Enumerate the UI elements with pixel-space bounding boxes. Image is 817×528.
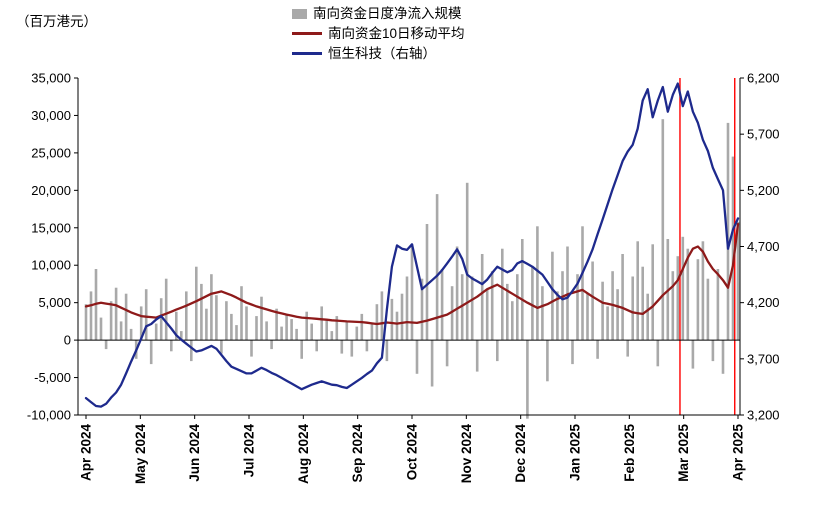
- svg-text:6,200: 6,200: [747, 71, 780, 86]
- svg-text:May 2024: May 2024: [133, 424, 148, 485]
- legend-line-swatch: [292, 32, 322, 35]
- svg-text:20,000: 20,000: [31, 183, 71, 198]
- svg-text:4,200: 4,200: [747, 295, 780, 310]
- svg-text:Jun 2024: Jun 2024: [187, 424, 202, 482]
- svg-text:5,000: 5,000: [38, 295, 71, 310]
- legend-item-daily-net-inflow: 南向资金日度净流入规模: [292, 5, 465, 22]
- svg-text:-5,000: -5,000: [34, 370, 71, 385]
- svg-text:Apr 2024: Apr 2024: [79, 424, 94, 482]
- svg-text:30,000: 30,000: [31, 108, 71, 123]
- svg-text:15,000: 15,000: [31, 220, 71, 235]
- right-axis-labels: 3,200 3,700 4,200 4,700 5,200 5,700 6,200: [740, 71, 780, 423]
- legend-label: 恒生科技（右轴）: [328, 46, 436, 61]
- svg-text:3,200: 3,200: [747, 408, 780, 423]
- svg-text:Mar 2025: Mar 2025: [676, 424, 691, 482]
- svg-text:Dec 2024: Dec 2024: [513, 424, 528, 483]
- x-axis-labels: Apr 2024 May 2024 Jun 2024 Jul 2024 Aug 2024…: [79, 415, 746, 484]
- ma-line-series: [84, 222, 740, 326]
- svg-text:35,000: 35,000: [31, 71, 71, 86]
- svg-text:25,000: 25,000: [31, 145, 71, 160]
- svg-text:5,700: 5,700: [747, 127, 780, 142]
- svg-text:Nov 2024: Nov 2024: [459, 424, 474, 484]
- chart-legend: 南向资金日度净流入规模 南向资金10日移动平均 恒生科技（右轴）: [292, 5, 465, 62]
- svg-text:Apr 2025: Apr 2025: [731, 424, 746, 482]
- y-axis-unit-label: （百万港元）: [16, 14, 97, 29]
- svg-text:4,700: 4,700: [747, 239, 780, 254]
- legend-line-swatch: [292, 52, 322, 55]
- legend-item-hstech-right-axis: 恒生科技（右轴）: [292, 45, 465, 62]
- svg-text:Jul 2024: Jul 2024: [242, 424, 257, 478]
- legend-bar-swatch: [292, 8, 307, 19]
- hstech-line-series: [84, 82, 740, 408]
- svg-text:Sep 2024: Sep 2024: [350, 424, 365, 483]
- svg-text:5,200: 5,200: [747, 183, 780, 198]
- svg-text:-10,000: -10,000: [27, 408, 71, 423]
- svg-text:Feb 2025: Feb 2025: [622, 424, 637, 482]
- legend-label: 南向资金10日移动平均: [328, 26, 465, 41]
- svg-text:10,000: 10,000: [31, 258, 71, 273]
- legend-item-10d-moving-average: 南向资金10日移动平均: [292, 25, 465, 42]
- svg-text:0: 0: [64, 333, 71, 348]
- bars-series: [84, 119, 740, 419]
- svg-text:Jan 2025: Jan 2025: [568, 424, 583, 482]
- svg-text:Aug 2024: Aug 2024: [296, 424, 311, 485]
- legend-label: 南向资金日度净流入规模: [313, 6, 462, 21]
- svg-text:Oct 2024: Oct 2024: [405, 424, 420, 481]
- svg-text:3,700: 3,700: [747, 351, 780, 366]
- left-axis-labels: -10,000 -5,000 0 5,000 10,000 15,000 20,000 25,…: [27, 71, 78, 423]
- event-vlines: [679, 78, 736, 415]
